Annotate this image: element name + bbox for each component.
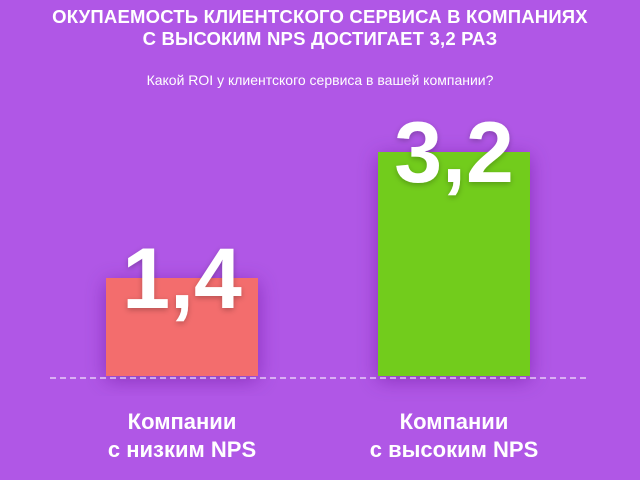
category-label-1-line-2: с низким NPS <box>107 437 257 462</box>
category-label-2: Компании с высоким NPS <box>334 408 574 464</box>
bar-value-label-2: 3,2 <box>394 105 514 201</box>
bar-1 <box>106 278 258 376</box>
bar-2 <box>378 152 530 376</box>
category-label-2-line-1: Компании <box>399 409 509 434</box>
category-label-1-line-1: Компании <box>127 409 237 434</box>
chart-title-line-1: ОКУПАЕМОСТЬ КЛИЕНТСКОГО СЕРВИСА В КОМПАН… <box>52 6 588 27</box>
chart-title: ОКУПАЕМОСТЬ КЛИЕНТСКОГО СЕРВИСА В КОМПАН… <box>0 6 640 50</box>
category-label-2-line-2: с высоким NPS <box>369 437 539 462</box>
chart-subtitle: Какой ROI у клиентского сервиса в вашей … <box>146 72 494 88</box>
bar-value-label-1: 1,4 <box>122 231 242 327</box>
category-label-1: Компании с низким NPS <box>62 408 302 464</box>
chart-title-line-2: С ВЫСОКИМ NPS ДОСТИГАЕТ 3,2 РАЗ <box>142 28 498 49</box>
